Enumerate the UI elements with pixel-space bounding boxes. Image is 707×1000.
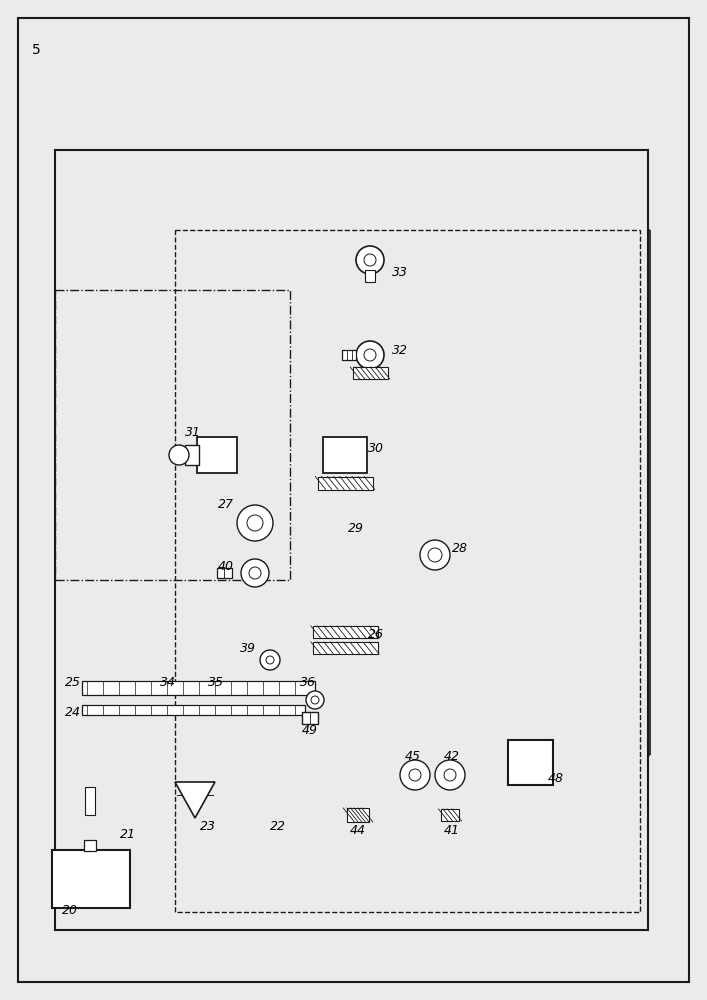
Bar bbox=[342, 350, 356, 360]
Circle shape bbox=[247, 515, 263, 531]
Circle shape bbox=[260, 650, 280, 670]
Text: 23: 23 bbox=[200, 820, 216, 832]
Circle shape bbox=[241, 559, 269, 587]
Text: 49: 49 bbox=[302, 724, 318, 736]
Text: 25: 25 bbox=[65, 676, 81, 690]
Circle shape bbox=[409, 769, 421, 781]
Circle shape bbox=[237, 505, 273, 541]
Circle shape bbox=[435, 760, 465, 790]
Text: 31: 31 bbox=[185, 426, 201, 438]
Text: 48: 48 bbox=[548, 772, 564, 784]
Text: 45: 45 bbox=[405, 750, 421, 762]
Circle shape bbox=[266, 656, 274, 664]
Text: 5: 5 bbox=[32, 43, 41, 57]
Text: 21: 21 bbox=[120, 828, 136, 840]
Circle shape bbox=[249, 567, 261, 579]
Bar bbox=[55, 290, 290, 580]
Bar bbox=[323, 437, 367, 473]
Bar bbox=[353, 367, 387, 379]
Circle shape bbox=[364, 349, 376, 361]
Circle shape bbox=[356, 246, 384, 274]
Text: 34: 34 bbox=[160, 676, 176, 688]
Text: 40: 40 bbox=[218, 560, 234, 572]
Circle shape bbox=[306, 691, 324, 709]
Text: 32: 32 bbox=[392, 344, 408, 357]
Text: 20: 20 bbox=[62, 904, 78, 916]
Bar bbox=[84, 840, 96, 851]
Text: 26: 26 bbox=[368, 628, 384, 641]
Bar bbox=[302, 712, 318, 724]
Circle shape bbox=[420, 540, 450, 570]
Text: 28: 28 bbox=[452, 542, 468, 554]
Bar bbox=[82, 705, 305, 715]
Circle shape bbox=[356, 341, 384, 369]
Text: 44: 44 bbox=[350, 824, 366, 838]
Polygon shape bbox=[175, 782, 215, 818]
Bar bbox=[312, 626, 378, 638]
Bar bbox=[185, 445, 199, 465]
Bar bbox=[312, 642, 378, 654]
Text: 35: 35 bbox=[208, 676, 224, 688]
Text: 39: 39 bbox=[240, 642, 256, 654]
Text: 42: 42 bbox=[444, 750, 460, 762]
Bar bbox=[508, 740, 553, 785]
Bar bbox=[82, 681, 315, 695]
Bar bbox=[317, 477, 373, 489]
Text: 22: 22 bbox=[270, 820, 286, 832]
Text: 30: 30 bbox=[368, 442, 384, 454]
Bar bbox=[52, 850, 130, 908]
Circle shape bbox=[364, 254, 376, 266]
Circle shape bbox=[444, 769, 456, 781]
Bar bbox=[217, 568, 232, 578]
Bar bbox=[175, 230, 640, 912]
Circle shape bbox=[428, 548, 442, 562]
Circle shape bbox=[169, 445, 189, 465]
Text: 36: 36 bbox=[300, 676, 316, 688]
Text: 24: 24 bbox=[65, 706, 81, 718]
Bar bbox=[441, 809, 459, 821]
Bar bbox=[365, 270, 375, 282]
Bar bbox=[197, 437, 237, 473]
Text: 41: 41 bbox=[444, 824, 460, 838]
Circle shape bbox=[400, 760, 430, 790]
Text: 27: 27 bbox=[218, 497, 234, 510]
Text: 29: 29 bbox=[348, 522, 364, 534]
Bar bbox=[347, 808, 369, 822]
Text: 33: 33 bbox=[392, 265, 408, 278]
Bar bbox=[55, 150, 648, 930]
Circle shape bbox=[311, 696, 319, 704]
Bar bbox=[85, 787, 95, 815]
